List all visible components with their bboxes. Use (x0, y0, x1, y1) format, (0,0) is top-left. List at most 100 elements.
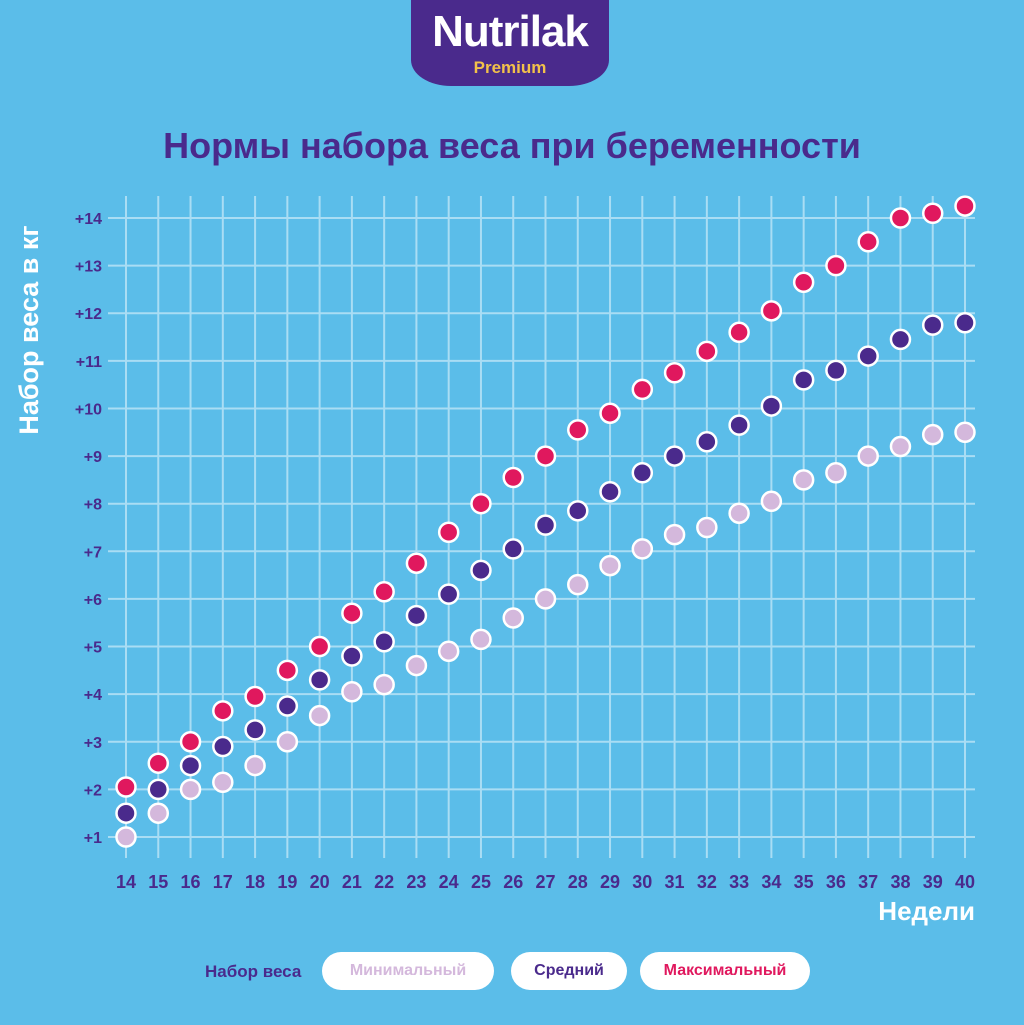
point-max (534, 445, 557, 467)
x-tick-label: 17 (213, 872, 233, 892)
point-max (696, 340, 718, 363)
point-avg (373, 631, 395, 653)
point-max (792, 271, 815, 294)
point-min (341, 681, 363, 703)
point-avg (663, 445, 686, 467)
y-tick-label: +7 (84, 544, 102, 561)
x-tick-label: 14 (116, 872, 136, 892)
point-max (728, 321, 750, 344)
point-min (792, 469, 815, 491)
x-tick-label: 37 (858, 872, 878, 892)
x-tick-label: 26 (503, 872, 523, 892)
y-tick-label: +2 (84, 782, 102, 799)
point-min (567, 573, 589, 596)
point-min (825, 461, 847, 484)
point-max (437, 521, 460, 544)
point-max (308, 635, 331, 658)
point-min (470, 628, 492, 651)
y-tick-label: +6 (84, 592, 102, 609)
point-min (502, 607, 524, 629)
point-avg (921, 314, 944, 336)
point-avg (534, 514, 557, 536)
point-max (631, 378, 654, 401)
point-avg (437, 583, 460, 605)
point-avg (405, 604, 428, 627)
y-tick-label: +1 (84, 830, 102, 847)
point-avg (470, 559, 492, 582)
y-axis-label: Набор веса в кг (14, 225, 44, 434)
point-avg (502, 538, 524, 560)
x-tick-label: 39 (923, 872, 943, 892)
legend-avg: Средний (511, 952, 627, 990)
point-avg (954, 312, 976, 334)
x-tick-label: 29 (600, 872, 620, 892)
x-tick-label: 22 (374, 872, 394, 892)
point-max (599, 402, 621, 424)
y-tick-label: +3 (84, 735, 102, 752)
y-tick-label: +13 (75, 259, 102, 276)
point-avg (276, 695, 299, 717)
point-min (437, 640, 460, 663)
legend: Набор веса Минимальный Средний Максималь… (0, 952, 1024, 992)
y-tick-label: +9 (84, 449, 102, 466)
point-max (212, 700, 234, 722)
point-min (696, 516, 718, 539)
point-max (954, 195, 976, 217)
point-min (147, 802, 170, 824)
point-min (954, 421, 976, 444)
point-avg (115, 802, 137, 824)
point-min (212, 771, 234, 793)
x-tick-label: 38 (890, 872, 910, 892)
point-avg (631, 461, 654, 484)
x-tick-label: 31 (665, 872, 685, 892)
x-axis-label: Недели (878, 896, 975, 926)
x-tick-label: 35 (794, 872, 814, 892)
point-avg (792, 369, 815, 391)
point-max (147, 752, 170, 774)
point-min (599, 554, 621, 577)
legend-min: Минимальный (322, 952, 494, 990)
point-max (889, 207, 912, 229)
nutrilak-logo: Nutrilak Premium (411, 0, 609, 86)
point-avg (567, 500, 589, 522)
x-tick-label: 19 (277, 872, 297, 892)
point-max (502, 466, 524, 489)
point-avg (599, 481, 621, 503)
x-tick-label: 27 (535, 872, 555, 892)
point-max (567, 419, 589, 441)
x-tick-label: 16 (181, 872, 201, 892)
x-tick-label: 34 (761, 872, 781, 892)
point-min (179, 778, 202, 801)
point-min (405, 654, 428, 677)
point-min (889, 435, 912, 458)
logo-name: Nutrilak (432, 7, 589, 56)
point-avg (179, 754, 202, 777)
point-max (825, 254, 847, 277)
point-avg (857, 345, 879, 367)
point-max (857, 231, 879, 253)
point-min (760, 490, 783, 513)
legend-label: Набор веса (205, 962, 302, 981)
chart-title: Нормы набора веса при беременности (163, 125, 861, 166)
point-max (276, 659, 299, 682)
x-tick-label: 33 (729, 872, 749, 892)
y-tick-label: +4 (84, 687, 102, 704)
x-tick-label: 20 (310, 872, 330, 892)
point-min (373, 673, 395, 696)
point-max (341, 602, 363, 624)
x-tick-label: 18 (245, 872, 265, 892)
point-min (115, 826, 137, 848)
x-tick-label: 28 (568, 872, 588, 892)
point-min (663, 523, 686, 546)
point-max (244, 685, 266, 708)
logo-sub: Premium (473, 58, 547, 77)
point-max (663, 362, 686, 384)
y-tick-labels: +1 +2 +3 +4 +5 +6 +7 +8 +9 +10 +11 +12 +13 +14 (75, 211, 102, 847)
point-avg (212, 735, 234, 758)
x-tick-label: 25 (471, 872, 491, 892)
y-tick-label: +10 (75, 401, 102, 418)
point-max (115, 776, 137, 798)
y-tick-label: +12 (75, 306, 102, 323)
point-avg (147, 778, 170, 801)
y-tick-label: +5 (84, 640, 102, 657)
